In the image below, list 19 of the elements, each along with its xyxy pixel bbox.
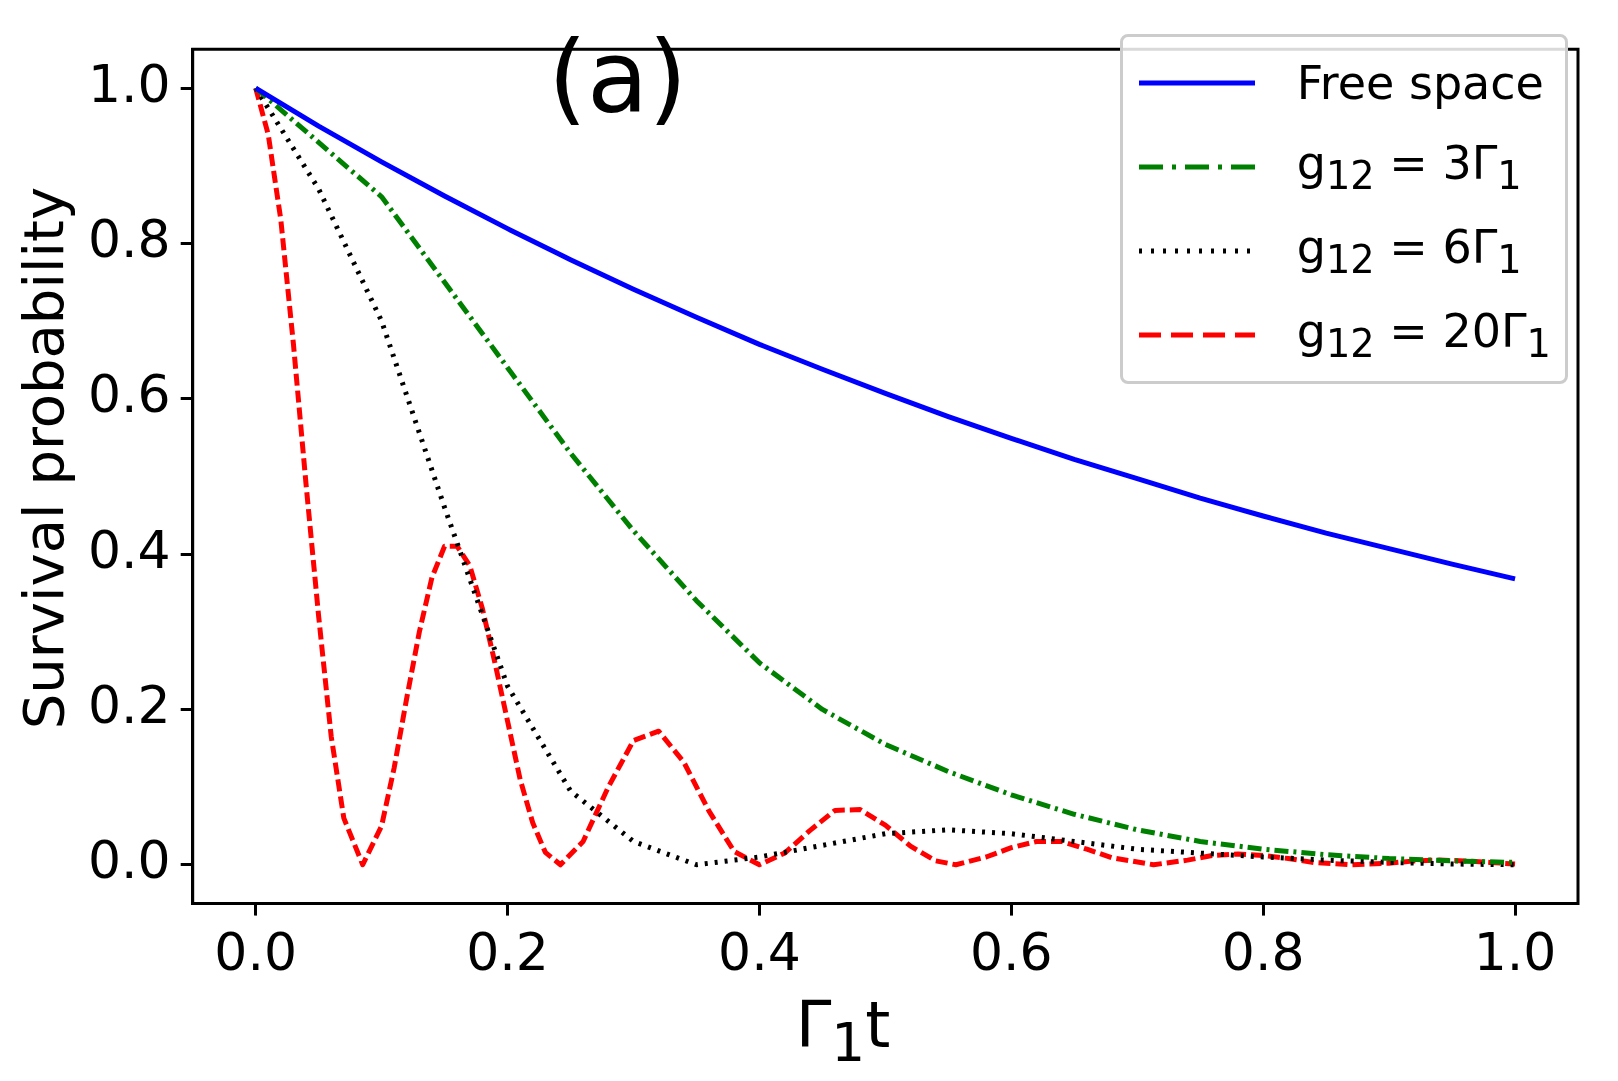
y-axis-title: Survival probability: [10, 186, 76, 730]
y-tick-label: 1.0: [87, 53, 171, 114]
y-tick-label: 0.6: [87, 364, 171, 425]
y-tick-label: 0.0: [87, 830, 171, 891]
x-tick-label: 0.8: [1221, 922, 1305, 983]
x-axis-title: Γ$_{1}$t: [795, 988, 891, 1074]
x-tick-label: 0.4: [718, 922, 801, 983]
x-tick-label: 0.0: [214, 922, 298, 983]
x-tick-label: 1.0: [1473, 922, 1557, 983]
y-tick-label: 0.8: [87, 208, 171, 269]
legend-label: g$_{12}$ = 3Γ$_{1}$: [1296, 135, 1522, 199]
legend-label: Free space: [1296, 56, 1544, 110]
y-tick-label: 0.2: [87, 674, 171, 735]
y-tick-label: 0.4: [87, 519, 171, 580]
legend-label: g$_{12}$ = 20Γ$_{1}$: [1296, 303, 1551, 367]
x-tick-label: 0.6: [969, 922, 1053, 983]
annotation: (a): [548, 19, 688, 136]
legend-label: g$_{12}$ = 6Γ$_{1}$: [1296, 219, 1522, 283]
x-tick-label: 0.2: [466, 922, 549, 983]
